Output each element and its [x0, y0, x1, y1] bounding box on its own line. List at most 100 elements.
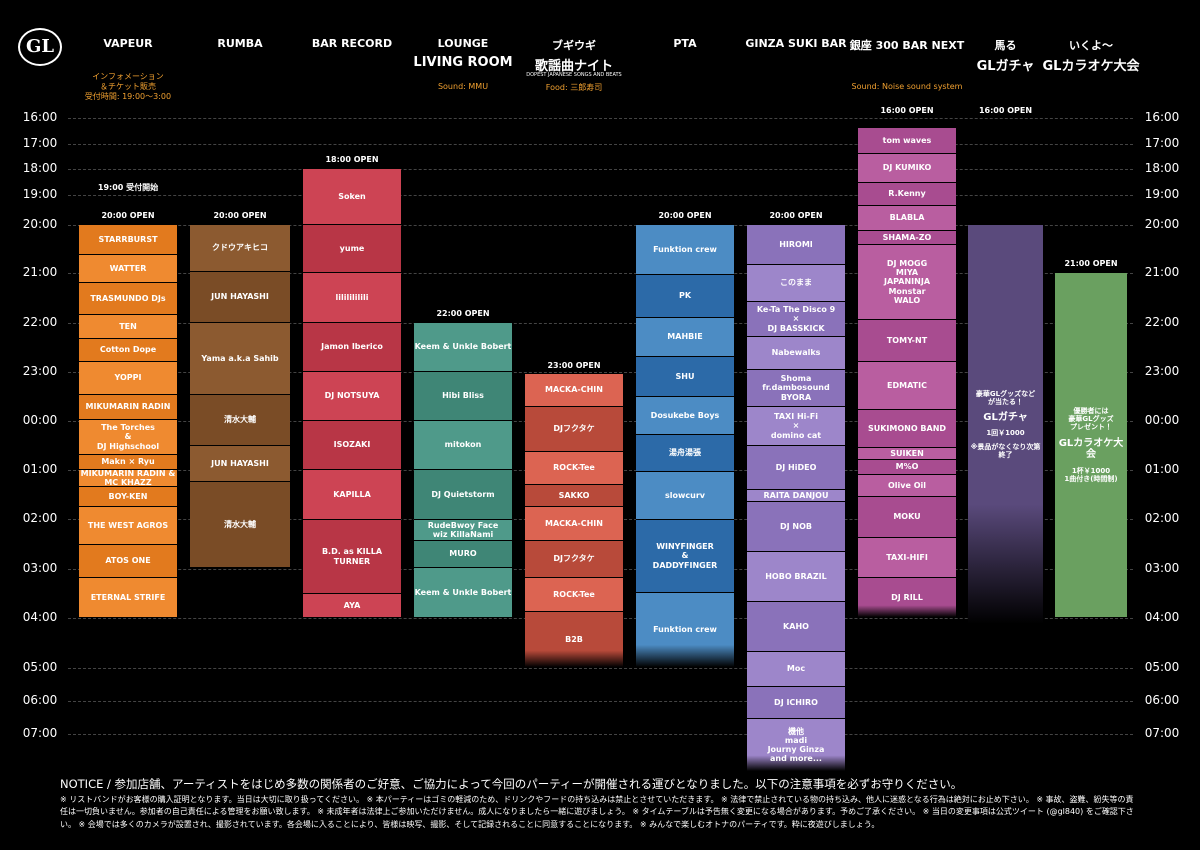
dj-slot: ATOS ONE — [79, 545, 177, 578]
dj-slot: SUIKEN — [858, 448, 956, 460]
time-line — [68, 668, 1133, 669]
venue-logo: LIVING ROOM — [413, 55, 513, 70]
dj-slot: The Torches & DJ Highschool — [79, 420, 177, 455]
dj-slot: Yama a.k.a Sahib — [190, 323, 290, 395]
time-label: 05:00 — [1144, 660, 1180, 674]
time-label: 04:00 — [22, 610, 58, 624]
dj-slot: Soken — [303, 169, 401, 225]
dj-slot: Funktion crew — [636, 225, 734, 275]
dj-slot: TAXI Hi-Fi × domino cat — [747, 407, 845, 446]
dj-slot: SUKIMONO BAND — [858, 410, 956, 448]
dj-slot: RudeBwoy Face wiz KillaNami — [414, 520, 512, 541]
venue-logo-sub: DOPEST JAPANESE SONGS AND BEATS — [526, 72, 622, 78]
dj-slot: このまま — [747, 265, 845, 302]
venue-name: ブギウギ — [552, 39, 596, 52]
dj-slot: KAHO — [747, 602, 845, 652]
time-label: 06:00 — [1144, 693, 1180, 707]
open-label: 20:00 OPEN — [658, 211, 712, 220]
time-label: 18:00 — [1144, 161, 1180, 175]
time-label: 02:00 — [1144, 511, 1180, 525]
dj-slot: DJ KUMIKO — [858, 154, 956, 183]
venue-name: LOUNGE — [437, 37, 489, 50]
time-label: 23:00 — [22, 364, 58, 378]
dj-slot: DJ HiDEO — [747, 446, 845, 490]
dj-slot: HIROMI — [747, 225, 845, 265]
venue-name: RUMBA — [217, 37, 263, 50]
dj-slot: RAITA DANJOU — [747, 490, 845, 502]
time-label: 17:00 — [1144, 136, 1180, 150]
dj-slot: YOPPI — [79, 362, 177, 395]
time-label: 20:00 — [22, 217, 58, 231]
venue-name: PTA — [673, 37, 697, 50]
venue-info: 受付時間: 19:00〜3:00 — [84, 92, 172, 101]
venue-name: 馬る — [994, 39, 1017, 52]
dj-slot: TEN — [79, 315, 177, 339]
dj-slot: ETERNAL STRIFE — [79, 578, 177, 618]
dj-slot: B2B — [525, 612, 623, 668]
dj-slot: THE WEST AGROS — [79, 507, 177, 545]
dj-slot: JUN HAYASHI — [190, 446, 290, 482]
time-label: 20:00 — [1144, 217, 1180, 231]
open-label: 16:00 OPEN — [978, 106, 1033, 115]
dj-slot: TRASMUNDO DJs — [79, 283, 177, 315]
dj-slot: MIKUMARIN RADIN — [79, 395, 177, 420]
time-label: 00:00 — [22, 413, 58, 427]
open-label: 19:00 受付開始 — [97, 183, 159, 192]
venue-name: 銀座 300 BAR NEXT — [849, 39, 965, 52]
dj-slot: MIKUMARIN RADIN & MC KHAZZ — [79, 470, 177, 487]
open-label: 23:00 OPEN — [547, 361, 601, 370]
venue-info: Sound: Noise sound system — [851, 82, 963, 91]
time-label: 23:00 — [1144, 364, 1180, 378]
dj-slot: DJ RILL — [858, 578, 956, 618]
dj-slot: Dosukebe Boys — [636, 397, 734, 435]
time-line — [68, 144, 1133, 145]
dj-slot: B.D. as KILLA TURNER — [303, 520, 401, 594]
open-label: 18:00 OPEN — [325, 155, 379, 164]
dj-slot: ISOZAKI — [303, 421, 401, 470]
dj-slot: AYA — [303, 594, 401, 618]
dj-slot: 清水大輔 — [190, 395, 290, 446]
dj-slot: SAKKO — [525, 485, 623, 507]
venue-info: Food: 三郎寿司 — [545, 83, 603, 92]
dj-slot: Olive Oil — [858, 475, 956, 497]
dj-slot: tom waves — [858, 128, 956, 154]
time-label: 22:00 — [22, 315, 58, 329]
time-line — [68, 118, 1133, 119]
dj-slot: Makn × Ryu — [79, 455, 177, 470]
dj-slot: Shoma fr.dambosound BYORA — [747, 370, 845, 407]
logo: GL — [18, 28, 62, 66]
dj-slot: TAXI-HIFI — [858, 538, 956, 578]
dj-slot: R.Kenny — [858, 183, 956, 206]
time-label: 07:00 — [1144, 726, 1180, 740]
dj-slot: lililililili — [303, 273, 401, 323]
time-line — [68, 195, 1133, 196]
dj-slot: ROCK-Tee — [525, 578, 623, 612]
venue-name: いくよ～ — [1069, 39, 1113, 52]
time-label: 05:00 — [22, 660, 58, 674]
dj-slot: Jamon Iberico — [303, 323, 401, 372]
dj-slot: EDMATIC — [858, 362, 956, 410]
venue-name: GINZA SUKI BAR — [745, 37, 847, 50]
dj-slot: mitokon — [414, 421, 512, 470]
dj-slot: Hibi Bliss — [414, 372, 512, 421]
time-label: 04:00 — [1144, 610, 1180, 624]
block-line: 1回￥1000 — [986, 429, 1025, 438]
dj-slot: MACKA-CHIN — [525, 507, 623, 541]
block-line: GLカラオケ大会 — [1058, 437, 1124, 461]
dj-slot: BOY-KEN — [79, 487, 177, 507]
dj-slot: BLABLA — [858, 206, 956, 231]
block-line: ※景品がなくなり次第終了 — [970, 443, 1041, 460]
time-label: 21:00 — [1144, 265, 1180, 279]
time-label: 07:00 — [22, 726, 58, 740]
dj-slot: KAPILLA — [303, 470, 401, 520]
time-label: 00:00 — [1144, 413, 1180, 427]
dj-slot: Nabewalks — [747, 337, 845, 370]
venue-name: VAPEUR — [103, 37, 153, 50]
dj-slot: TOMY-NT — [858, 320, 956, 362]
time-label: 06:00 — [22, 693, 58, 707]
dj-slot: MAHBIE — [636, 318, 734, 357]
venue-name: BAR RECORD — [311, 37, 393, 50]
dj-slot: Keem & Unkle Bobert — [414, 568, 512, 618]
dj-slot: DJフクタケ — [525, 541, 623, 578]
dj-slot: HOBO BRAZIL — [747, 552, 845, 602]
